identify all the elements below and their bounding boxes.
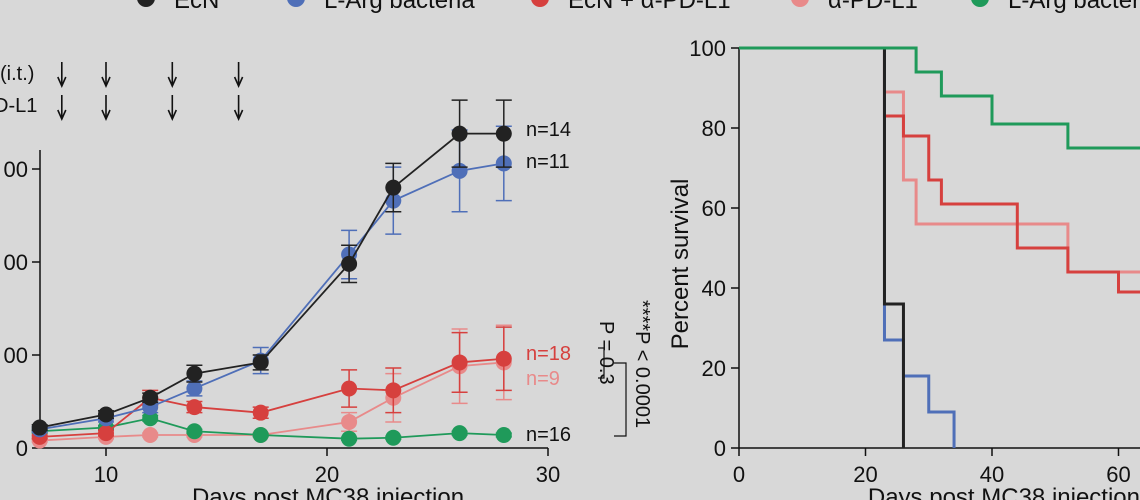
- treatment-schedule: (i.t.) D-L1: [0, 62, 244, 121]
- growth-y-tick-label: 00: [4, 343, 28, 368]
- growth-point: [385, 429, 402, 446]
- growth-x-tick-label: 30: [536, 462, 560, 487]
- n-label-ecn-pd-l1-2: n=18: [526, 343, 571, 365]
- legend-label-ecn-pdl1: EcN + α-PD-L1: [568, 0, 731, 14]
- growth-point: [186, 423, 203, 440]
- legend: EcN L-Arg bacteria EcN + α-PD-L1 α-PD-L1…: [137, 0, 1140, 14]
- growth-point: [451, 425, 468, 442]
- survival-y-tick-label: 40: [702, 276, 726, 301]
- growth-n-labels: n=14 n=11 n=18 n=9 n=16: [526, 119, 571, 446]
- growth-point: [142, 389, 159, 406]
- growth-point: [252, 426, 269, 443]
- growth-point: [186, 399, 203, 416]
- survival-x-axis-title: Days post MC38 injection: [868, 484, 1140, 500]
- n-label-l-arg-bacteria-4: n=16: [526, 424, 571, 446]
- growth-x-tick-label: 10: [94, 462, 118, 487]
- growth-series-ecn-pd-l1-2: [31, 326, 512, 445]
- growth-series-l-arg-bacteria-1: [31, 125, 512, 438]
- growth-series-ecn-0: [31, 99, 512, 436]
- survival-step-l-arg-bacteria-1: [739, 46, 956, 448]
- survival-x-tick-label: 60: [1106, 462, 1130, 487]
- p-value-inner: P = 0.3: [595, 321, 617, 385]
- growth-series: [31, 99, 512, 449]
- legend-marker-larg-pdl1: [971, 0, 989, 7]
- treatment-arrows-row1: [57, 62, 244, 88]
- n-label-pd-l1-3: n=9: [526, 368, 560, 390]
- legend-marker-ecn: [137, 0, 155, 7]
- survival-step-ecn-pd-l1-2: [739, 46, 1140, 294]
- growth-line: [39, 132, 504, 429]
- survival-step-pd-l1-3: [739, 46, 1140, 274]
- survival-chart: 0 20 40 60 0 20 40 60 80 100 Percent survival Day…: [667, 36, 1140, 500]
- p-bracket-outer: [614, 362, 627, 437]
- survival-y-tick-label: 0: [714, 436, 726, 461]
- legend-label-larg: L-Arg bacteria: [324, 0, 475, 14]
- growth-point: [142, 426, 159, 443]
- growth-point: [341, 255, 358, 272]
- growth-point: [142, 410, 159, 427]
- survival-x-tick-label: 40: [980, 462, 1004, 487]
- growth-y-tick-label: 00: [4, 250, 28, 275]
- growth-point: [341, 413, 358, 430]
- survival-series: [739, 46, 1140, 448]
- growth-point: [341, 380, 358, 397]
- growth-point: [252, 354, 269, 371]
- growth-point: [98, 425, 114, 442]
- growth-point: [385, 382, 402, 399]
- growth-point: [252, 404, 269, 421]
- growth-point: [385, 179, 402, 196]
- growth-point: [186, 380, 203, 397]
- growth-line: [39, 162, 504, 431]
- legend-label-larg-pdl1: L-Arg bacteria: [1008, 0, 1140, 14]
- survival-step-ecn-0: [739, 46, 905, 448]
- p-value-outer: ****P < 0.0001: [631, 300, 653, 428]
- growth-y-tick-label: 0: [16, 436, 28, 461]
- treatment-arrowhead: [167, 76, 178, 88]
- growth-x-axis-title: Days post MC38 injection: [192, 484, 464, 500]
- treatment-arrowhead: [101, 76, 111, 88]
- treatment-arrowhead: [57, 76, 67, 88]
- legend-marker-ecn-pdl1: [531, 0, 549, 7]
- legend-label-pdl1: α-PD-L1: [828, 0, 918, 14]
- growth-point: [186, 365, 203, 382]
- treatment-arrowhead: [57, 109, 67, 121]
- survival-ticks: 0 20 40 60 0 20 40 60 80 100: [689, 36, 1130, 487]
- n-label-l-arg-bacteria-1: n=11: [526, 151, 570, 173]
- growth-x-tick-label: 20: [315, 462, 339, 487]
- n-label-ecn-0: n=14: [526, 119, 571, 141]
- growth-point: [495, 426, 512, 443]
- treatment-arrows-row2: [57, 95, 244, 121]
- survival-y-axis-title: Percent survival: [667, 179, 694, 350]
- treatment-arrowhead: [101, 109, 111, 121]
- growth-point: [31, 419, 48, 436]
- survival-x-tick-label: 0: [733, 462, 745, 487]
- treatment-row2-label: D-L1: [0, 95, 37, 117]
- survival-y-tick-label: 80: [702, 116, 726, 141]
- growth-point: [451, 125, 468, 142]
- legend-marker-larg: [287, 0, 305, 7]
- treatment-arrowhead: [233, 76, 244, 88]
- legend-label-ecn: EcN: [174, 0, 219, 14]
- growth-y-tick-label: 00: [4, 157, 28, 182]
- treatment-arrowhead: [233, 109, 244, 121]
- growth-point: [98, 406, 114, 423]
- growth-point: [495, 350, 512, 367]
- growth-point: [451, 354, 468, 371]
- legend-marker-pdl1: [791, 0, 809, 7]
- treatment-arrowhead: [167, 109, 178, 121]
- growth-point: [495, 125, 512, 142]
- growth-point: [341, 430, 358, 447]
- survival-x-tick-label: 20: [853, 462, 877, 487]
- survival-y-tick-label: 20: [702, 356, 726, 381]
- p-bracket-inner: [598, 347, 605, 379]
- survival-step-l-arg-bacteria-4: [739, 46, 1140, 150]
- survival-y-tick-label: 60: [702, 196, 726, 221]
- survival-y-tick-label: 100: [689, 36, 726, 61]
- treatment-row1-label: (i.t.): [0, 63, 34, 85]
